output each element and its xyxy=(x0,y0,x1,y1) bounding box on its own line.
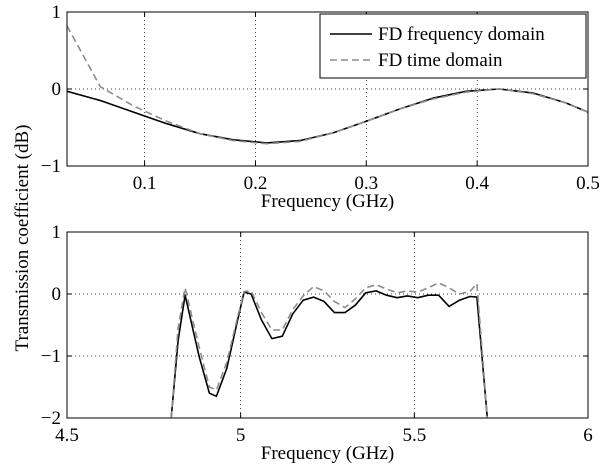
bottom-axes-frame xyxy=(66,231,589,419)
bottom-y-tick-label: −1 xyxy=(41,346,61,367)
bottom-series-line-time-domain xyxy=(170,281,489,418)
top-x-axis-title: Frequency (GHz) xyxy=(261,191,394,212)
top-legend: FD frequency domain FD time domain xyxy=(319,13,587,79)
bottom-x-axis-title: Frequency (GHz) xyxy=(261,443,394,464)
top-y-tick-label: 1 xyxy=(52,2,62,23)
top-y-tick-label: 0 xyxy=(52,79,62,100)
top-x-tick-label: 0.2 xyxy=(244,173,268,194)
bottom-x-tick-label: 4.5 xyxy=(55,425,79,446)
bottom-y-tick-label: −2 xyxy=(41,408,61,429)
bottom-x-tick-label: 5.5 xyxy=(402,425,426,446)
bottom-x-tick-label: 6 xyxy=(583,425,593,446)
top-panel: 0.1 0.2 0.3 0.4 0.5 −1 0 1 Frequency (GHz) FD fre… xyxy=(41,2,600,212)
top-legend-box xyxy=(319,13,587,79)
top-series-line-time-domain xyxy=(67,25,588,145)
top-y-tick-label: −1 xyxy=(41,156,61,177)
top-legend-label: FD frequency domain xyxy=(378,24,545,45)
top-x-tick-label: 0.5 xyxy=(576,173,600,194)
top-x-tick-label: 0.4 xyxy=(465,173,489,194)
bottom-series-line-frequency-domain xyxy=(170,290,489,418)
bottom-panel: 4.5 5 5.5 6 −2 −1 0 1 Frequency (GHz) xyxy=(41,222,593,464)
bottom-x-tick-label: 5 xyxy=(236,425,246,446)
top-legend-label: FD time domain xyxy=(378,50,503,71)
bottom-y-tick-label: 1 xyxy=(52,222,62,243)
bottom-y-tick-label: 0 xyxy=(52,284,62,305)
shared-y-axis-title: Transmission coefficient (dB) xyxy=(12,125,33,352)
top-x-tick-label: 0.1 xyxy=(133,173,157,194)
top-x-tick-label: 0.3 xyxy=(354,173,378,194)
